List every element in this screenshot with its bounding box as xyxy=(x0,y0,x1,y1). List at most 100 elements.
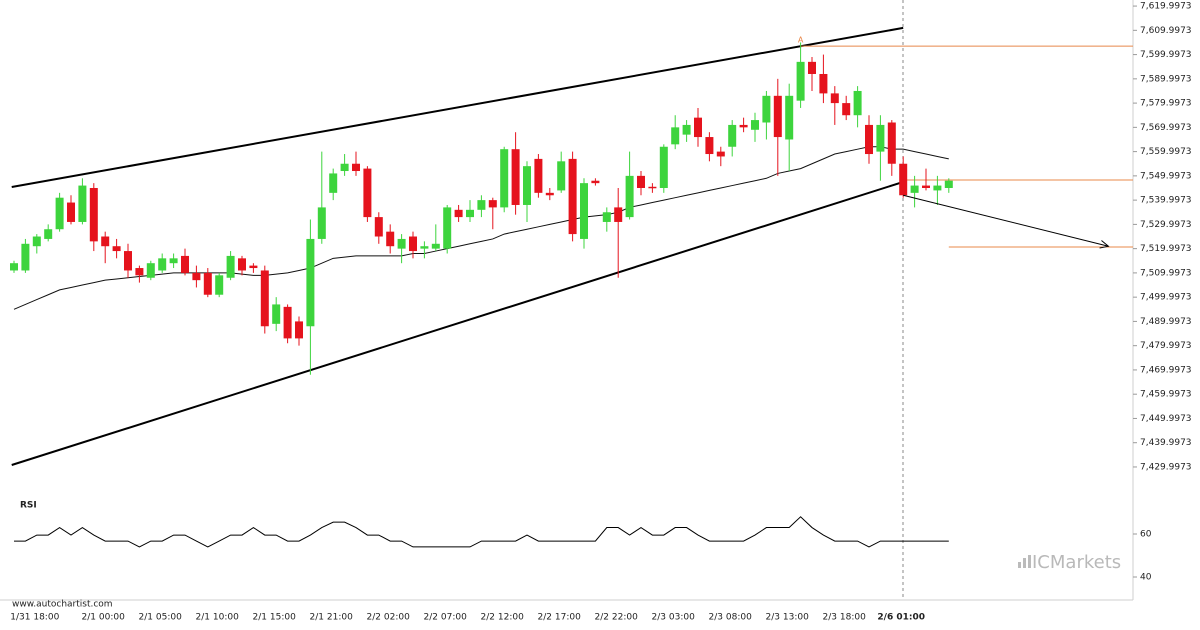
candle-body xyxy=(523,166,531,205)
candle-body xyxy=(728,124,737,147)
candle-body xyxy=(739,124,748,128)
y-tick-label: 7,579.9973 xyxy=(1140,99,1192,109)
candle-body xyxy=(819,73,828,94)
candle-body xyxy=(591,180,600,184)
candle-body xyxy=(671,127,680,145)
candle-body xyxy=(842,103,851,116)
x-tick-label: 2/1 15:00 xyxy=(253,613,297,623)
x-tick-label: 2/3 18:00 xyxy=(823,613,867,623)
rsi-label: RSI xyxy=(20,501,37,511)
rsi-tick-label: 60 xyxy=(1140,530,1152,540)
y-tick-label: 7,589.9973 xyxy=(1140,74,1192,84)
candle-body xyxy=(876,124,885,152)
candle-body xyxy=(796,61,805,101)
candle-body xyxy=(203,272,212,295)
candle-body xyxy=(374,217,383,237)
candle-body xyxy=(78,185,87,222)
x-tick-label: 2/2 22:00 xyxy=(595,613,639,623)
candle-body xyxy=(694,117,702,138)
y-tick-label: 7,449.9973 xyxy=(1140,414,1192,424)
y-tick-label: 7,459.9973 xyxy=(1140,390,1192,400)
candle-body xyxy=(238,258,246,271)
channel-line xyxy=(11,26,904,189)
x-tick-label: 2/2 12:00 xyxy=(481,613,525,623)
y-tick-label: 7,529.9973 xyxy=(1140,220,1192,230)
candle-body xyxy=(352,163,360,172)
candle-body xyxy=(808,61,816,74)
candle-body xyxy=(648,186,657,189)
candle-body xyxy=(215,275,224,295)
brand: ICMarkets xyxy=(1032,552,1121,573)
forecast-line xyxy=(903,194,1109,247)
candle-body xyxy=(773,95,782,138)
candle-body xyxy=(431,243,440,249)
candle-body xyxy=(887,122,896,164)
candle-body xyxy=(933,185,942,191)
candle-body xyxy=(500,149,509,208)
candle-body xyxy=(602,212,611,222)
forecast-arrowhead xyxy=(1099,240,1110,249)
source: www.autochartist.com xyxy=(12,600,113,610)
x-tick-label: 1/31 18:00 xyxy=(10,613,59,623)
x-tick-label: 2/2 02:00 xyxy=(367,613,411,623)
candle-body xyxy=(922,185,930,188)
candle-body xyxy=(226,255,235,278)
candle-body xyxy=(443,207,452,249)
candle-body xyxy=(762,95,771,123)
y-tick-label: 7,559.9973 xyxy=(1140,147,1192,157)
y-tick-label: 7,609.9973 xyxy=(1140,26,1192,36)
candle-body xyxy=(899,163,908,196)
candle-body xyxy=(340,163,349,172)
candle-body xyxy=(534,158,543,193)
candle-body xyxy=(751,120,759,130)
candle-body xyxy=(135,268,144,276)
candle-body xyxy=(511,149,520,205)
candle-body xyxy=(454,209,463,218)
candle-body xyxy=(21,243,30,271)
y-tick-label: 7,479.9973 xyxy=(1140,341,1192,351)
candle-body xyxy=(557,161,566,191)
candle-body xyxy=(124,251,132,271)
x-tick-label: 2/3 03:00 xyxy=(652,613,696,623)
candle-body xyxy=(363,168,372,218)
y-tick-label: 7,549.9973 xyxy=(1140,171,1192,181)
y-tick-label: 7,619.9973 xyxy=(1140,2,1192,12)
candle-body xyxy=(944,180,953,188)
y-tick-label: 7,499.9973 xyxy=(1140,293,1192,303)
rsi-tick-label: 40 xyxy=(1140,573,1152,583)
candle-body xyxy=(614,207,623,222)
candle-body xyxy=(101,236,110,247)
brand-icon xyxy=(1018,555,1031,568)
candle-body xyxy=(89,187,98,242)
y-tick-label: 7,539.9973 xyxy=(1140,196,1192,206)
y-tick-label: 7,469.9973 xyxy=(1140,365,1192,375)
y-tick-label: 7,509.9973 xyxy=(1140,268,1192,278)
candle-body xyxy=(420,246,429,249)
candle-body xyxy=(158,258,167,271)
candle-body xyxy=(67,202,75,222)
x-tick-label: 2/2 17:00 xyxy=(538,613,582,623)
moving-average xyxy=(13,146,949,310)
candle-body xyxy=(260,270,269,327)
x-tick-label: 2/3 13:00 xyxy=(766,613,810,623)
candle-body xyxy=(249,265,258,269)
candle-body xyxy=(272,304,281,324)
x-tick-label: 2/6 01:00 xyxy=(877,613,925,623)
candle-body xyxy=(705,137,714,155)
y-tick-label: 7,569.9973 xyxy=(1140,123,1192,133)
candle-body xyxy=(112,246,121,252)
candle-body xyxy=(853,90,862,116)
candle-body xyxy=(169,258,178,264)
candle-body xyxy=(466,209,474,218)
candle-body xyxy=(397,238,406,249)
candle-body xyxy=(682,124,691,135)
x-tick-label: 2/3 08:00 xyxy=(709,613,753,623)
candle-body xyxy=(55,197,64,230)
candle-body xyxy=(910,185,919,193)
candle-body xyxy=(317,207,326,239)
candle-body xyxy=(181,255,189,273)
candle-body xyxy=(716,151,725,157)
x-tick-label: 2/1 05:00 xyxy=(139,613,183,623)
candle-body xyxy=(659,146,668,188)
